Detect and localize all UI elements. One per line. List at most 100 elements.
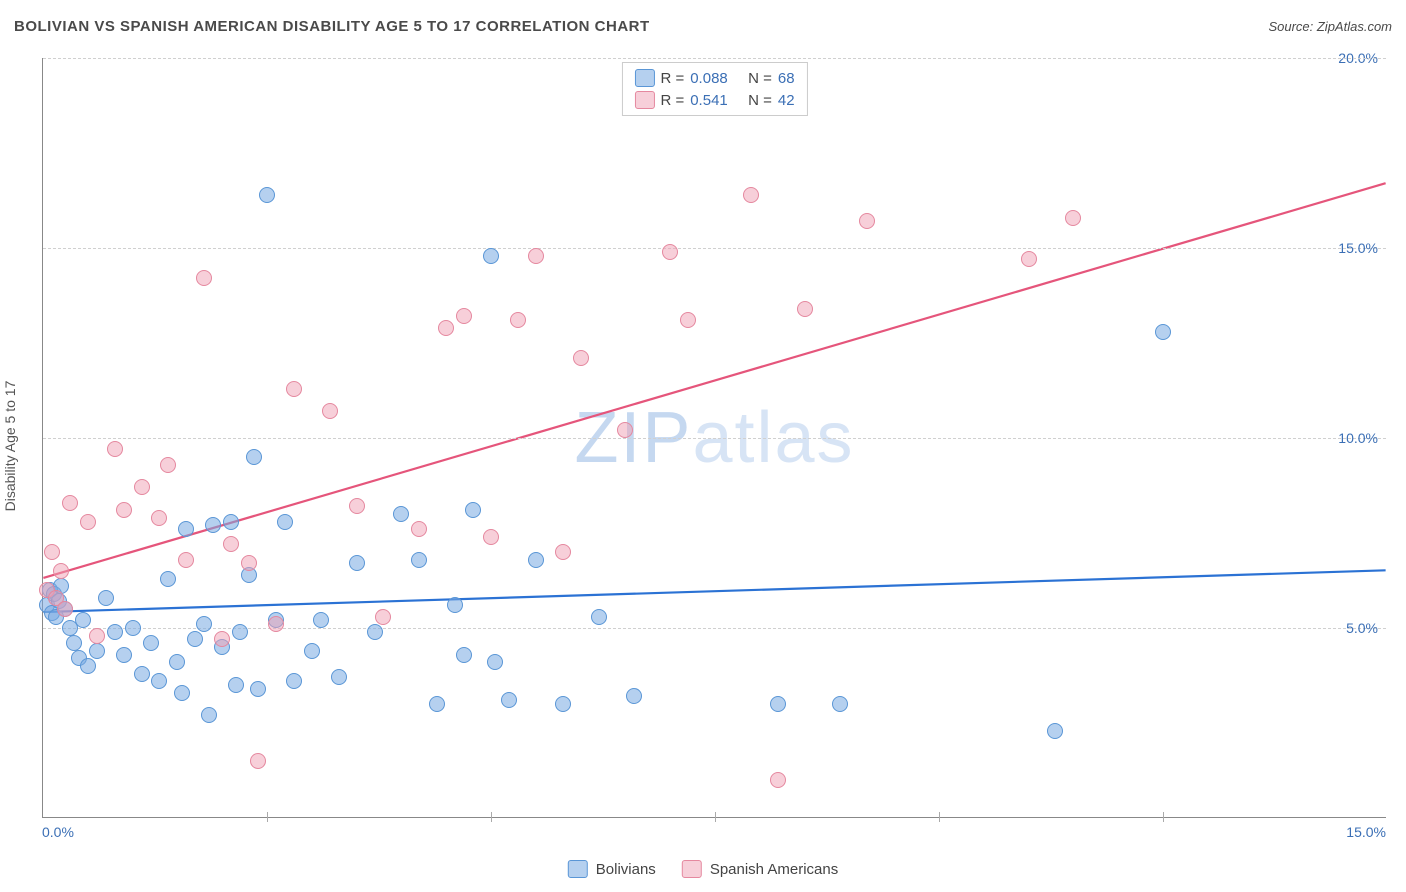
xtick	[267, 812, 268, 822]
data-point	[178, 521, 194, 537]
data-point	[743, 187, 759, 203]
data-point	[411, 521, 427, 537]
data-point	[797, 301, 813, 317]
data-point	[57, 601, 73, 617]
data-point	[259, 187, 275, 203]
data-point	[411, 552, 427, 568]
data-point	[313, 612, 329, 628]
data-point	[528, 552, 544, 568]
data-point	[591, 609, 607, 625]
data-point	[1047, 723, 1063, 739]
xtick	[939, 812, 940, 822]
data-point	[196, 270, 212, 286]
data-point	[116, 502, 132, 518]
swatch-b-icon	[634, 91, 654, 109]
data-point	[134, 479, 150, 495]
swatch-a-icon	[568, 860, 588, 878]
data-point	[53, 563, 69, 579]
legend-row-b: R = 0.541 N = 42	[634, 89, 794, 111]
data-point	[66, 635, 82, 651]
data-point	[107, 441, 123, 457]
legend-stats: R = 0.088 N = 68 R = 0.541 N = 42	[621, 62, 807, 116]
data-point	[286, 381, 302, 397]
gridline	[43, 438, 1386, 439]
data-point	[178, 552, 194, 568]
xtick-high: 15.0%	[1346, 824, 1386, 840]
gridline	[43, 248, 1386, 249]
data-point	[617, 422, 633, 438]
data-point	[626, 688, 642, 704]
data-point	[349, 498, 365, 514]
data-point	[268, 616, 284, 632]
data-point	[232, 624, 248, 640]
header: BOLIVIAN VS SPANISH AMERICAN DISABILITY …	[14, 18, 1392, 35]
data-point	[487, 654, 503, 670]
ytick-label: 5.0%	[1346, 620, 1378, 636]
ytick-label: 15.0%	[1338, 240, 1378, 256]
data-point	[89, 628, 105, 644]
data-point	[770, 696, 786, 712]
data-point	[573, 350, 589, 366]
data-point	[223, 514, 239, 530]
data-point	[393, 506, 409, 522]
data-point	[160, 571, 176, 587]
data-point	[447, 597, 463, 613]
data-point	[375, 609, 391, 625]
data-point	[680, 312, 696, 328]
data-point	[483, 248, 499, 264]
data-point	[116, 647, 132, 663]
data-point	[75, 612, 91, 628]
data-point	[429, 696, 445, 712]
data-point	[832, 696, 848, 712]
data-point	[456, 308, 472, 324]
data-point	[501, 692, 517, 708]
data-point	[169, 654, 185, 670]
xtick	[1163, 812, 1164, 822]
data-point	[304, 643, 320, 659]
data-point	[134, 666, 150, 682]
data-point	[277, 514, 293, 530]
legend-item-b: Spanish Americans	[682, 860, 838, 878]
data-point	[223, 536, 239, 552]
data-point	[125, 620, 141, 636]
data-point	[1155, 324, 1171, 340]
data-point	[62, 495, 78, 511]
legend-row-a: R = 0.088 N = 68	[634, 67, 794, 89]
data-point	[80, 658, 96, 674]
data-point	[80, 514, 96, 530]
data-point	[555, 696, 571, 712]
data-point	[228, 677, 244, 693]
data-point	[483, 529, 499, 545]
data-point	[1065, 210, 1081, 226]
data-point	[174, 685, 190, 701]
data-point	[151, 673, 167, 689]
data-point	[456, 647, 472, 663]
xtick-low: 0.0%	[42, 824, 74, 840]
swatch-a-icon	[634, 69, 654, 87]
data-point	[1021, 251, 1037, 267]
data-point	[241, 555, 257, 571]
chart-title: BOLIVIAN VS SPANISH AMERICAN DISABILITY …	[14, 18, 650, 35]
data-point	[349, 555, 365, 571]
data-point	[250, 753, 266, 769]
source-label: Source: ZipAtlas.com	[1268, 19, 1392, 34]
data-point	[770, 772, 786, 788]
data-point	[438, 320, 454, 336]
data-point	[510, 312, 526, 328]
data-point	[528, 248, 544, 264]
xtick	[715, 812, 716, 822]
chart-area: ZIPatlas R = 0.088 N = 68 R = 0.541 N = …	[42, 58, 1386, 818]
data-point	[250, 681, 266, 697]
ytick-label: 10.0%	[1338, 430, 1378, 446]
data-point	[322, 403, 338, 419]
data-point	[196, 616, 212, 632]
data-point	[331, 669, 347, 685]
data-point	[246, 449, 262, 465]
data-point	[98, 590, 114, 606]
data-point	[286, 673, 302, 689]
data-point	[367, 624, 383, 640]
legend-item-a: Bolivians	[568, 860, 656, 878]
data-point	[859, 213, 875, 229]
data-point	[205, 517, 221, 533]
swatch-b-icon	[682, 860, 702, 878]
